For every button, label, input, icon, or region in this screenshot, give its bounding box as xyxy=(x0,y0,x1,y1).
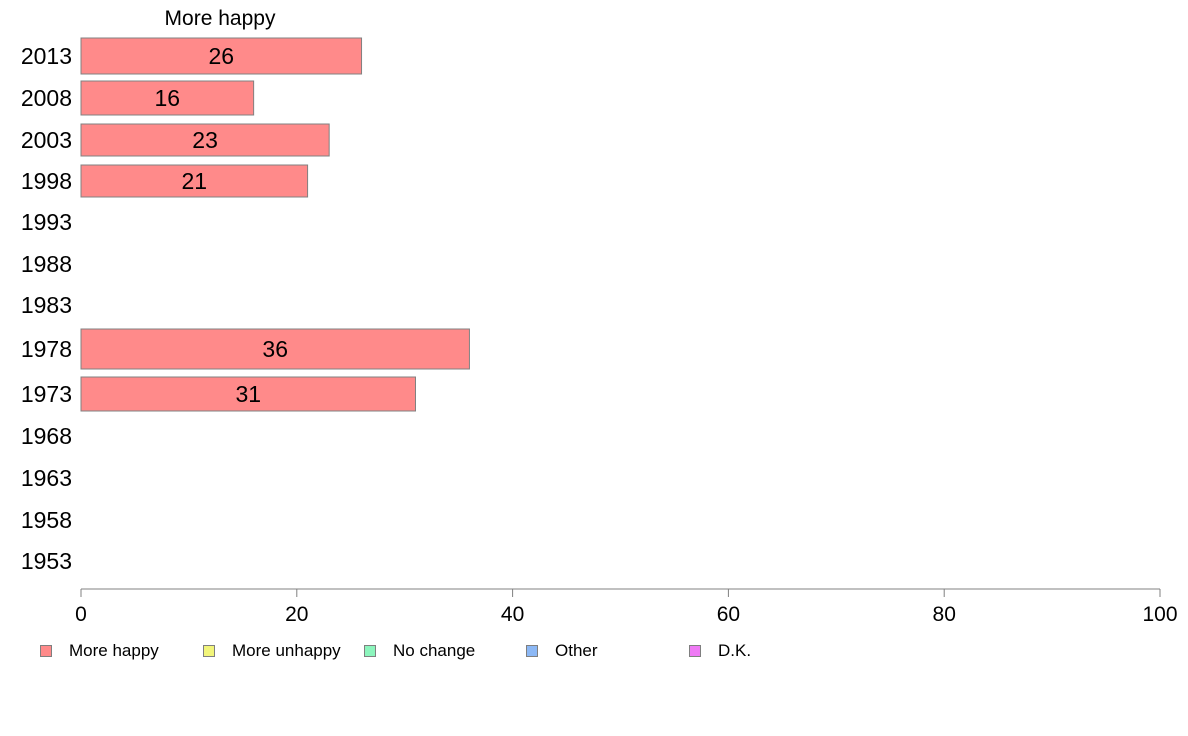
bar-value-label: 26 xyxy=(208,43,234,69)
legend-label: No change xyxy=(393,641,475,661)
bar-value-label: 31 xyxy=(235,381,261,407)
x-tick-label: 40 xyxy=(501,603,524,626)
legend-label: More happy xyxy=(69,641,159,661)
x-tick-label: 60 xyxy=(717,603,740,626)
y-tick-label: 1998 xyxy=(21,168,72,194)
x-tick-label: 80 xyxy=(933,603,956,626)
bar-value-label: 23 xyxy=(192,127,218,153)
legend-label: Other xyxy=(555,641,598,661)
legend-swatch xyxy=(40,645,52,657)
x-tick-label: 20 xyxy=(285,603,308,626)
legend-swatch xyxy=(203,645,215,657)
legend-item: No change xyxy=(364,641,475,661)
y-tick-label: 1958 xyxy=(21,507,72,533)
x-tick-label: 100 xyxy=(1142,603,1177,626)
bar-value-label: 21 xyxy=(181,168,207,194)
y-tick-label: 1993 xyxy=(21,209,72,235)
legend-swatch xyxy=(526,645,538,657)
legend: More happy More unhappy No change Other D.K. xyxy=(40,641,1140,663)
y-tick-label: 1963 xyxy=(21,465,72,491)
bar-value-label: 36 xyxy=(262,336,288,362)
y-tick-label: 2013 xyxy=(21,43,72,69)
bar-value-label: 16 xyxy=(155,85,181,111)
y-tick-label: 1973 xyxy=(21,381,72,407)
legend-item: D.K. xyxy=(689,641,751,661)
legend-item: More happy xyxy=(40,641,159,661)
x-axis: 0 20 40 60 80 100 xyxy=(75,589,1177,626)
legend-swatch xyxy=(364,645,376,657)
y-tick-label: 2003 xyxy=(21,127,72,153)
legend-label: More unhappy xyxy=(232,641,341,661)
y-tick-label: 1988 xyxy=(21,251,72,277)
legend-swatch xyxy=(689,645,701,657)
legend-label: D.K. xyxy=(718,641,751,661)
bar-chart: More happy 26 16 23 21 3631 2013 2008 2003 1998… xyxy=(0,0,1188,640)
y-tick-label: 1968 xyxy=(21,423,72,449)
legend-item: Other xyxy=(526,641,598,661)
x-tick-label: 0 xyxy=(75,603,87,626)
y-tick-label: 1978 xyxy=(21,336,72,362)
chart-title: More happy xyxy=(165,7,276,30)
y-axis-labels: 2013 2008 2003 1998 1993 1988 1983 1978 1973 1968… xyxy=(21,43,72,574)
y-tick-label: 2008 xyxy=(21,85,72,111)
y-tick-label: 1983 xyxy=(21,292,72,318)
legend-item: More unhappy xyxy=(203,641,341,661)
y-tick-label: 1953 xyxy=(21,548,72,574)
